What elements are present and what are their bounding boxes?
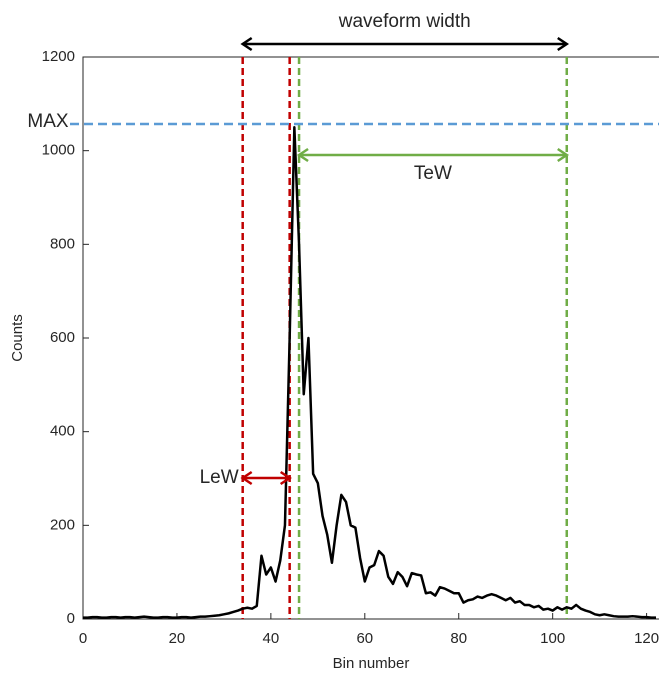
x-axis-label: Bin number bbox=[333, 655, 410, 672]
x-tick-label: 60 bbox=[356, 630, 373, 647]
x-tick-label: 0 bbox=[79, 630, 87, 647]
lew-label: LeW bbox=[200, 467, 239, 488]
x-tick-label: 20 bbox=[169, 630, 186, 647]
width-label: waveform width bbox=[338, 11, 471, 32]
y-tick-label: 400 bbox=[50, 423, 75, 440]
plot-frame bbox=[82, 56, 659, 620]
width-arrow-head bbox=[240, 36, 570, 52]
y-tick-label: 600 bbox=[50, 329, 75, 346]
y-axis-label: Counts bbox=[9, 314, 26, 362]
tew-arrow-head bbox=[296, 147, 570, 163]
tew-label: TeW bbox=[414, 163, 452, 184]
max-label: MAX bbox=[27, 111, 69, 132]
y-tick-label: 1000 bbox=[42, 142, 75, 159]
y-tick-label: 0 bbox=[67, 610, 75, 627]
lew-arrow-head bbox=[240, 470, 292, 486]
x-tick-label: 40 bbox=[263, 630, 280, 647]
x-tick-label: 100 bbox=[540, 630, 565, 647]
x-tick-label: 80 bbox=[450, 630, 467, 647]
y-tick-label: 1200 bbox=[42, 48, 75, 65]
y-tick-label: 200 bbox=[50, 516, 75, 533]
x-tick-label: 120 bbox=[634, 630, 659, 647]
y-tick-label: 800 bbox=[50, 235, 75, 252]
data-line bbox=[83, 126, 656, 619]
